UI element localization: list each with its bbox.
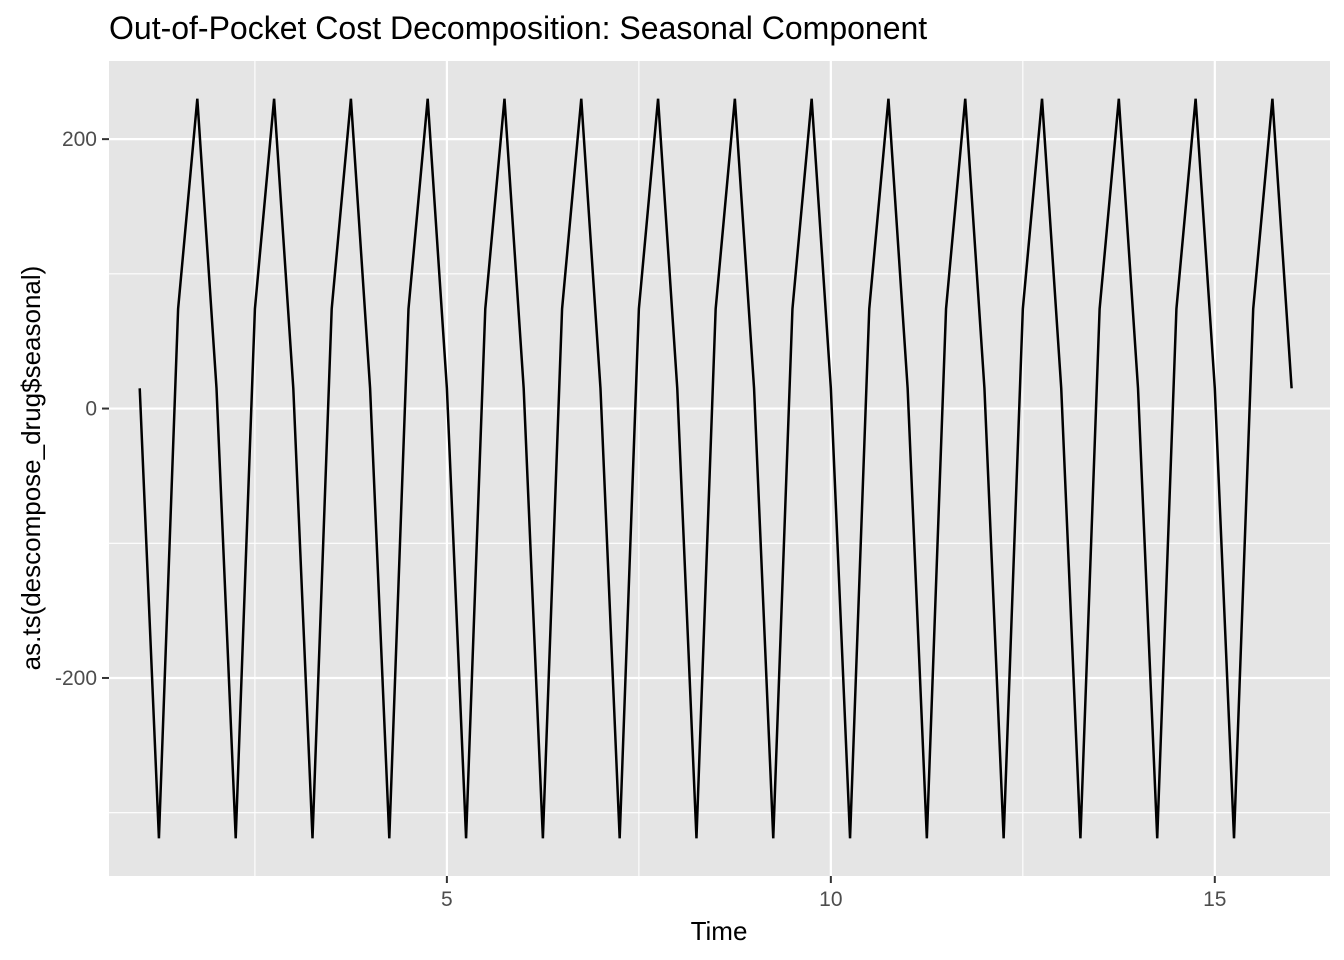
plot-panel: [109, 61, 1330, 876]
y-tick-label: -200: [55, 667, 97, 690]
major-x-gridlines: [445, 61, 1216, 876]
series-line: [138, 98, 1293, 839]
x-tick-label: 5: [441, 888, 453, 911]
major-y-gridlines: [109, 138, 1330, 680]
minor-x-gridlines: [254, 61, 1024, 876]
x-axis-title: Time: [691, 916, 748, 946]
y-tick-label: 200: [62, 128, 97, 151]
y-tick-label: 0: [85, 398, 97, 421]
series-layer: [138, 98, 1293, 839]
y-axis: -200 0 200: [55, 128, 109, 690]
y-axis-title: as.ts(descompose_drug$seasonal): [16, 266, 46, 671]
chart-title: Out-of-Pocket Cost Decomposition: Season…: [109, 10, 927, 46]
x-tick-label: 15: [1203, 888, 1226, 911]
x-axis: 5 10 15: [441, 876, 1226, 911]
x-tick-label: 10: [819, 888, 842, 911]
